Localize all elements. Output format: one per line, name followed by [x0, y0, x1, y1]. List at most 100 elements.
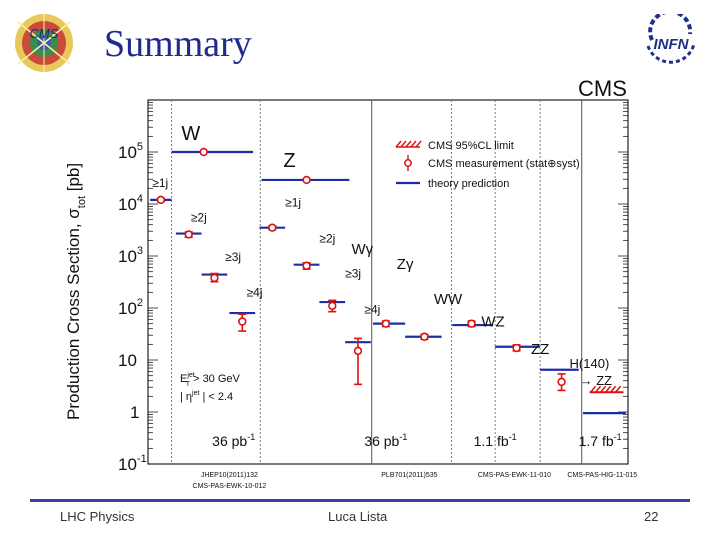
limit-hatch [594, 385, 602, 393]
y-tick-base: 10 [118, 195, 137, 214]
y-axis-title-part: tot [76, 196, 88, 208]
y-tick-exponent: 4 [137, 193, 143, 205]
jet-multiplicity-label: ≥2j [191, 211, 207, 225]
y-tick-base: 10 [118, 299, 137, 318]
luminosity-value: 1.7 fb [579, 433, 614, 449]
process-label: → ZZ [580, 373, 613, 388]
measurement-point [512, 343, 521, 353]
luminosity-exponent: -1 [399, 432, 407, 442]
process-label: Wγ [351, 241, 373, 258]
y-tick-base: 10 [118, 351, 137, 370]
legend-point [404, 159, 412, 167]
infn-logo-text: INFN [654, 36, 690, 53]
limit-hatch [604, 385, 612, 393]
measurement-point [302, 261, 311, 270]
measurement-point [328, 301, 337, 311]
jet-multiplicity-label: ≥4j [364, 303, 380, 317]
measurement-point [381, 319, 391, 328]
legend-hatch [405, 140, 412, 148]
legend-label: CMS 95%CL limit [428, 140, 514, 152]
measurement-point [268, 223, 277, 232]
measurement-point [199, 147, 208, 157]
infn-logo-graphic: INFN [646, 9, 696, 64]
chart-title: CMS [578, 76, 627, 101]
y-axis-title: Production Cross Section, σtot [pb] [64, 163, 88, 420]
luminosity-value: 36 pb [212, 433, 247, 449]
footer-author: Luca Lista [328, 509, 388, 524]
measurement-point [420, 332, 429, 341]
legend-hatch [410, 140, 417, 148]
luminosity-label: 36 pb-1 [212, 432, 255, 449]
luminosity-exponent: -1 [509, 432, 517, 442]
reference-label: PLB701(2011)535 [381, 472, 437, 479]
y-tick-exponent: 2 [137, 297, 143, 309]
reference-label: CMS-PAS-EWK-11-010 [478, 472, 551, 479]
reference-label: CMS-PAS-HIG-11-015 [567, 472, 637, 479]
y-tick-base: 10 [118, 143, 137, 162]
y-tick-label: 10-1 [118, 453, 147, 474]
limit-hatch [599, 385, 607, 393]
jet-cut-part: > 30 GeV [190, 373, 241, 385]
luminosity-value: 36 pb [364, 433, 399, 449]
y-tick-base: 10 [118, 247, 137, 266]
footer-divider [30, 499, 690, 502]
y-axis-title-part: Production Cross Section, σ [64, 208, 83, 420]
legend-label: theory prediction [428, 178, 509, 190]
legend-hatch [400, 140, 407, 148]
infn-logo: INFN [640, 9, 702, 66]
y-tick-exponent: -1 [137, 453, 147, 465]
jet-cut-part: E [180, 373, 187, 385]
process-label: W [181, 123, 200, 145]
luminosity-value: 1.1 fb [474, 433, 509, 449]
luminosity-label: 1.1 fb-1 [474, 432, 517, 449]
slide-title: Summary [104, 23, 252, 65]
luminosity-exponent: -1 [614, 432, 622, 442]
process-label: Z [283, 150, 295, 172]
luminosity-exponent: -1 [247, 432, 255, 442]
y-tick-label: 1 [130, 403, 139, 422]
luminosity-label: 36 pb-1 [364, 432, 407, 449]
limit-hatch [589, 385, 597, 393]
y-axis-title-part: [pb] [64, 163, 83, 196]
cms-logo-text: CMS [30, 26, 59, 41]
page-number: 22 [644, 509, 659, 524]
jet-multiplicity-label: ≥2j [319, 232, 335, 246]
jet-multiplicity-label: ≥3j [345, 266, 361, 280]
y-tick-label: 103 [118, 245, 143, 266]
process-label: H(140) [570, 356, 610, 371]
measurement-point [467, 319, 476, 328]
limit-hatch [609, 385, 617, 393]
y-tick-label: 102 [118, 297, 143, 318]
cms-logo: CMS [12, 12, 76, 74]
y-tick-base: 10 [118, 455, 137, 474]
measurement-point [557, 377, 566, 387]
y-tick-label: 105 [118, 141, 143, 162]
process-label: WZ [481, 314, 504, 331]
measurement-point [238, 317, 247, 326]
measurement-point [184, 230, 193, 239]
measurement-point [353, 346, 363, 356]
jet-multiplicity-label: ≥1j [152, 176, 168, 190]
footer-course: LHC Physics [60, 509, 135, 524]
luminosity-label: 1.7 fb-1 [579, 432, 622, 449]
measurement-point [210, 273, 219, 283]
jet-multiplicity-label: ≥1j [285, 195, 301, 209]
legend-hatch [395, 140, 402, 148]
cms-logo-graphic: CMS [15, 14, 73, 72]
jet-cut-part: jet [186, 372, 194, 379]
y-tick-base: 1 [130, 403, 139, 422]
eta-cut-part: | η [180, 391, 192, 403]
legend-hatch [415, 140, 422, 148]
eta-cut-annotation: | ηjet | < 2.4 [180, 390, 233, 403]
y-tick-label: 104 [118, 193, 143, 214]
y-tick-exponent: 5 [137, 141, 143, 153]
jet-multiplicity-label: ≥4j [247, 286, 263, 300]
limit-hatch [614, 385, 622, 393]
y-tick-exponent: 3 [137, 245, 143, 257]
jet-cut-part: T [186, 381, 191, 388]
eta-cut-part: jet [191, 390, 199, 397]
process-label: WW [434, 291, 463, 308]
reference-label: JHEP10(2011)132 [201, 472, 258, 479]
process-label: ZZ [531, 341, 549, 358]
